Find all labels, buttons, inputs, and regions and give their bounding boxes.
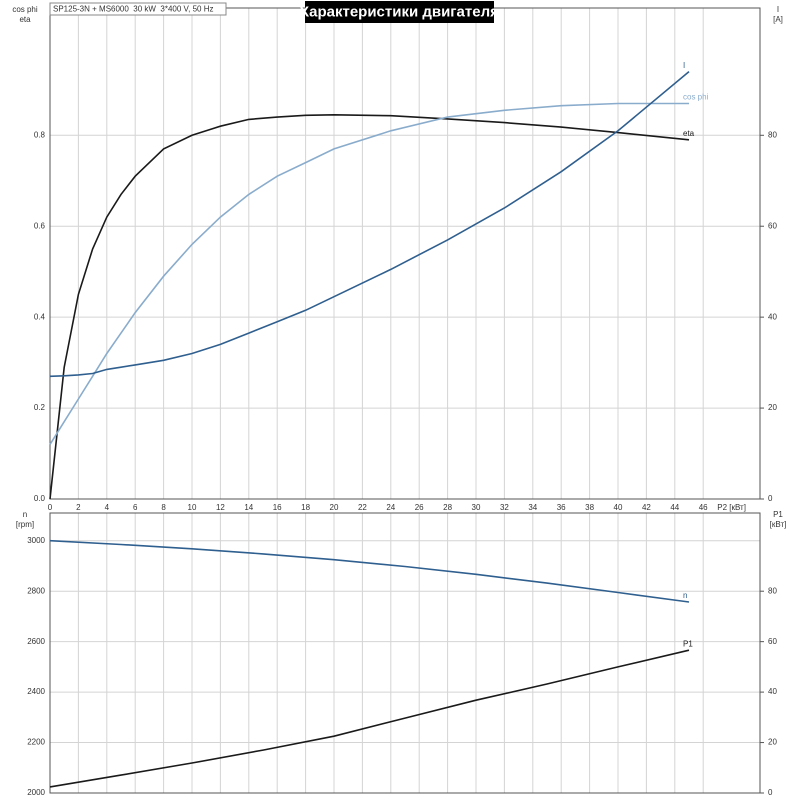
x-tick-label: 16 [273, 503, 282, 512]
x-tick-label: 0 [48, 503, 53, 512]
y-axis-label: [rpm] [16, 520, 34, 529]
plot-frame [49, 512, 761, 794]
subtitle-box [49, 2, 227, 16]
y2-tick-label: 0 [768, 788, 773, 797]
x-tick-label: 40 [614, 503, 623, 512]
subtitle: SP125-3N + MS6000 30 kW 3*400 V, 50 Hz [53, 5, 213, 14]
y2-tick-label: 20 [768, 738, 777, 747]
x-tick-label: 44 [670, 503, 679, 512]
series-line [49, 113, 690, 500]
y-tick-label: 2600 [27, 637, 45, 646]
y-tick-label: 2200 [27, 738, 45, 747]
series-label: cos phi [683, 93, 709, 102]
y2-tick-label: 0 [768, 494, 773, 503]
y2-tick-label: 20 [768, 403, 777, 412]
y2-axis-label: I [777, 5, 779, 14]
x-tick-label: 12 [216, 503, 225, 512]
x-axis-label: P2 [кВт] [717, 503, 746, 512]
y2-tick-label: 40 [768, 312, 777, 321]
y-tick-label: 0.6 [34, 221, 46, 230]
x-tick-label: 38 [585, 503, 594, 512]
series-line [49, 102, 689, 445]
y-tick-label: 0.0 [34, 494, 46, 503]
x-tick-label: 8 [161, 503, 166, 512]
x-tick-label: 28 [443, 503, 452, 512]
series-line [49, 70, 690, 378]
x-tick-label: 26 [415, 503, 424, 512]
y2-tick-label: 60 [768, 637, 777, 646]
x-tick-label: 32 [500, 503, 509, 512]
x-tick-label: 24 [386, 503, 395, 512]
x-tick-label: 2 [76, 503, 81, 512]
y2-tick-label: 80 [768, 130, 777, 139]
y-tick-label: 2400 [27, 687, 45, 696]
y-tick-label: 0.2 [34, 403, 46, 412]
y-tick-label: 0.4 [34, 312, 46, 321]
y2-tick-label: 80 [768, 586, 777, 595]
y2-axis-label: [A] [773, 15, 783, 24]
x-tick-label: 10 [188, 503, 197, 512]
y-axis-label: cos phi [12, 5, 38, 14]
y2-tick-label: 40 [768, 687, 777, 696]
x-tick-label: 14 [244, 503, 253, 512]
x-tick-label: 42 [642, 503, 651, 512]
y2-axis-label: P1 [773, 510, 783, 519]
title: Характеристики двигателя [299, 3, 499, 20]
y-tick-label: 2000 [27, 788, 45, 797]
x-tick-label: 34 [528, 503, 537, 512]
x-tick-label: 46 [699, 503, 708, 512]
series-label: I [683, 61, 685, 70]
y-axis-label: n [23, 510, 27, 519]
y2-axis-label: [кВт] [770, 520, 787, 529]
series-label: n [683, 591, 687, 600]
x-tick-label: 18 [301, 503, 310, 512]
x-tick-label: 6 [133, 503, 138, 512]
x-tick-label: 20 [330, 503, 339, 512]
y-axis-label: eta [19, 15, 31, 24]
x-tick-label: 22 [358, 503, 367, 512]
series-label: P1 [683, 639, 693, 648]
plot-frame [49, 7, 761, 500]
x-tick-label: 36 [557, 503, 566, 512]
x-tick-label: 30 [472, 503, 481, 512]
series-line [49, 539, 690, 603]
y-tick-label: 3000 [27, 536, 45, 545]
y-tick-label: 0.8 [34, 130, 46, 139]
title-box [305, 1, 494, 23]
y-tick-label: 2800 [27, 586, 45, 595]
x-tick-label: 4 [105, 503, 110, 512]
series-label: eta [683, 129, 695, 138]
y2-tick-label: 60 [768, 221, 777, 230]
series-line [49, 649, 690, 788]
